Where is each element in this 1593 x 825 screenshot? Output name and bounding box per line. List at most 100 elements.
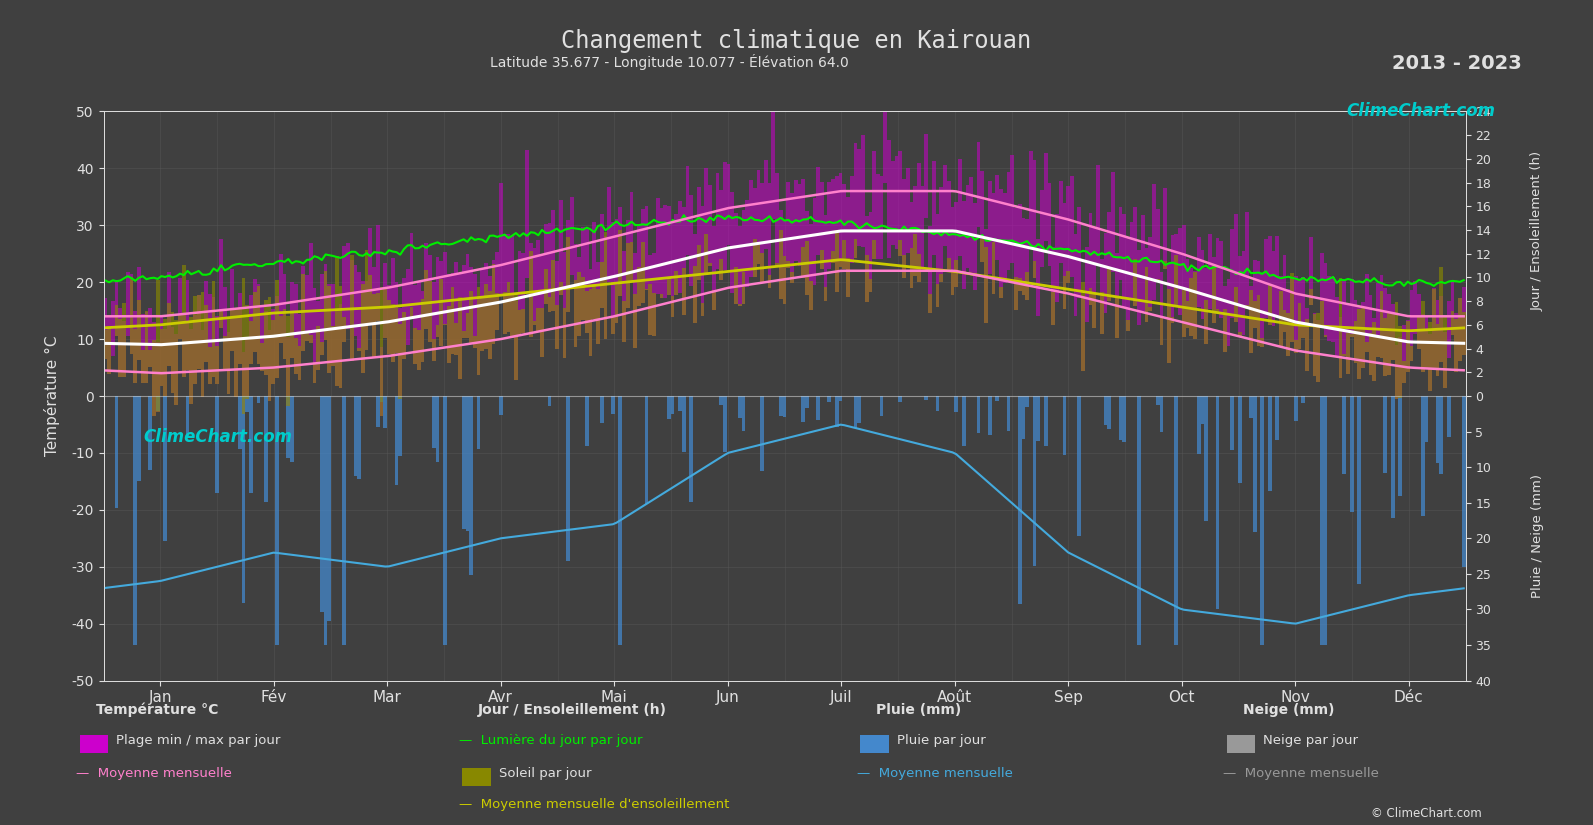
Bar: [890, 161, 895, 245]
Bar: [287, 396, 290, 459]
Bar: [585, 290, 589, 333]
Bar: [790, 193, 793, 283]
Bar: [459, 273, 462, 379]
Bar: [935, 396, 940, 411]
Bar: [1145, 248, 1149, 322]
Bar: [946, 182, 951, 269]
Bar: [1407, 320, 1410, 372]
Bar: [1391, 314, 1394, 360]
Bar: [470, 396, 473, 575]
Bar: [515, 301, 518, 380]
Bar: [1118, 207, 1121, 280]
Bar: [612, 316, 615, 334]
Text: 2013 - 2023: 2013 - 2023: [1392, 54, 1521, 73]
Bar: [1201, 250, 1204, 319]
Bar: [838, 172, 843, 267]
Bar: [1313, 313, 1316, 376]
Bar: [1462, 312, 1466, 355]
Bar: [1037, 396, 1040, 441]
Bar: [734, 213, 738, 304]
Bar: [249, 295, 253, 364]
Bar: [342, 396, 346, 645]
Bar: [782, 220, 787, 304]
Bar: [615, 285, 618, 323]
Bar: [1440, 396, 1443, 474]
Bar: [1421, 300, 1424, 372]
Bar: [723, 396, 726, 451]
Bar: [573, 280, 577, 346]
Bar: [443, 396, 448, 645]
Bar: [1066, 186, 1070, 284]
Bar: [413, 328, 417, 364]
Bar: [701, 206, 704, 317]
Bar: [604, 232, 607, 339]
Bar: [1121, 214, 1126, 307]
Bar: [607, 186, 612, 282]
Bar: [1451, 311, 1454, 335]
Bar: [220, 238, 223, 328]
Bar: [1196, 237, 1201, 307]
Bar: [276, 396, 279, 645]
Bar: [1246, 212, 1249, 309]
Bar: [618, 207, 623, 296]
Bar: [406, 270, 409, 345]
Bar: [1174, 396, 1179, 645]
Bar: [223, 287, 226, 370]
Bar: [612, 396, 615, 414]
Bar: [1294, 276, 1298, 353]
Bar: [1354, 300, 1357, 363]
Bar: [601, 262, 604, 308]
Bar: [1121, 396, 1126, 441]
Bar: [1246, 304, 1249, 309]
Bar: [787, 182, 790, 268]
Bar: [1055, 214, 1059, 302]
Bar: [984, 248, 988, 323]
Bar: [1462, 396, 1466, 567]
Bar: [779, 230, 782, 299]
Bar: [198, 295, 201, 369]
Bar: [1088, 214, 1093, 305]
Bar: [742, 396, 746, 431]
Bar: [812, 198, 816, 285]
Y-axis label: Température °C: Température °C: [45, 336, 61, 456]
Bar: [1305, 319, 1309, 371]
Text: Neige (mm): Neige (mm): [1243, 703, 1333, 717]
Bar: [301, 274, 304, 351]
Bar: [1115, 298, 1118, 338]
Bar: [656, 198, 660, 294]
Bar: [440, 279, 443, 346]
Bar: [134, 311, 137, 383]
Bar: [435, 325, 440, 337]
Bar: [151, 340, 156, 417]
Bar: [1015, 277, 1018, 310]
Bar: [1443, 315, 1446, 389]
Bar: [980, 239, 984, 262]
Bar: [398, 323, 401, 399]
Bar: [1260, 274, 1265, 347]
Bar: [1163, 262, 1168, 269]
Bar: [1230, 396, 1235, 450]
Bar: [838, 260, 843, 267]
Bar: [395, 396, 398, 485]
Bar: [193, 296, 198, 384]
Bar: [562, 252, 566, 358]
Bar: [1257, 295, 1260, 346]
Bar: [182, 314, 186, 377]
Bar: [249, 321, 253, 364]
Bar: [820, 182, 824, 269]
Bar: [738, 226, 742, 306]
Bar: [373, 295, 376, 358]
Bar: [268, 297, 271, 402]
Bar: [707, 263, 712, 266]
Bar: [846, 258, 849, 297]
Bar: [245, 305, 249, 399]
Bar: [1207, 233, 1212, 309]
Bar: [977, 142, 980, 227]
Bar: [760, 396, 765, 471]
Bar: [320, 274, 323, 356]
Bar: [902, 179, 906, 278]
Bar: [1458, 298, 1462, 361]
Bar: [1429, 334, 1432, 391]
Bar: [1235, 287, 1238, 322]
Bar: [1249, 396, 1252, 417]
